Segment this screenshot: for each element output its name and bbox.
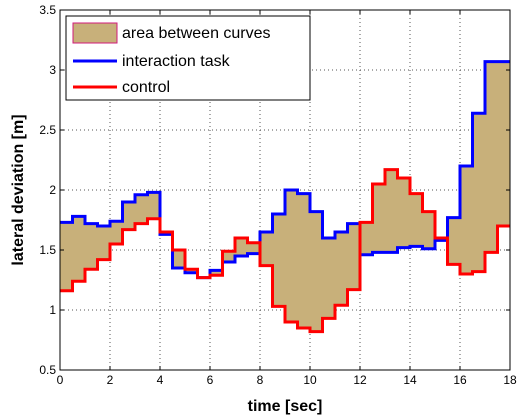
x-tick-label: 4 [157, 373, 164, 387]
area-segment [147, 192, 160, 219]
area-segment [360, 222, 373, 255]
y-tick-label: 1 [49, 303, 56, 317]
area-segment [335, 232, 348, 306]
area-segment [235, 238, 248, 256]
x-axis-title: time [sec] [248, 398, 323, 415]
x-tick-label: 6 [207, 373, 214, 387]
area-between-curves [60, 61, 510, 332]
area-segment [247, 242, 260, 254]
y-tick-label: 2 [49, 183, 56, 197]
series-control [60, 168, 510, 334]
legend-label-control: control [122, 79, 170, 96]
area-segment [72, 216, 85, 282]
area-segment [397, 178, 410, 248]
area-segment [472, 113, 485, 272]
area-segment [60, 222, 73, 291]
area-segment [135, 194, 148, 224]
x-tick-label: 0 [57, 373, 64, 387]
area-segment [372, 184, 385, 253]
area-segment [497, 61, 510, 226]
axis-ticks: 0 2 4 6 8 10 12 14 16 18 0.5 1 1.5 2 2.5 3 3.5 [39, 3, 517, 387]
legend-swatch-area [72, 22, 118, 44]
y-tick-label: 2.5 [39, 123, 56, 137]
x-tick-label: 18 [503, 373, 517, 387]
area-segment [422, 211, 435, 249]
legend-label-interaction-task: interaction task [122, 53, 231, 70]
y-tick-label: 1.5 [39, 243, 56, 257]
area-segment [485, 61, 498, 253]
area-segment [272, 214, 285, 307]
area-segment [185, 269, 198, 273]
area-segment [260, 232, 273, 266]
area-segment [347, 223, 360, 290]
x-tick-label: 10 [303, 373, 317, 387]
y-tick-label: 3 [49, 63, 56, 77]
series-interaction-task [60, 60, 510, 280]
area-segment [285, 190, 298, 322]
x-tick-label: 2 [107, 373, 114, 387]
area-segment [310, 211, 323, 332]
area-segment [122, 202, 135, 230]
y-axis-title: lateral deviation [m] [10, 114, 27, 265]
y-tick-label: 3.5 [39, 3, 56, 17]
area-segment [85, 223, 98, 270]
x-tick-label: 12 [353, 373, 367, 387]
area-segment [447, 217, 460, 265]
area-segment [172, 250, 185, 268]
area-segment [110, 221, 123, 244]
x-tick-label: 14 [403, 373, 417, 387]
area-segment [460, 166, 473, 274]
area-segment [97, 226, 110, 260]
area-segment [210, 270, 223, 276]
legend: area between curves interaction task con… [65, 15, 311, 101]
x-tick-label: 8 [257, 373, 264, 387]
area-segment [410, 193, 423, 247]
series-lines [60, 60, 510, 334]
area-segment [385, 169, 398, 253]
area-segment [297, 193, 310, 328]
area-segment [222, 251, 235, 262]
x-tick-label: 16 [453, 373, 467, 387]
area-segment [322, 238, 335, 319]
y-tick-label: 0.5 [39, 363, 56, 377]
legend-label-area: area between curves [122, 25, 271, 42]
